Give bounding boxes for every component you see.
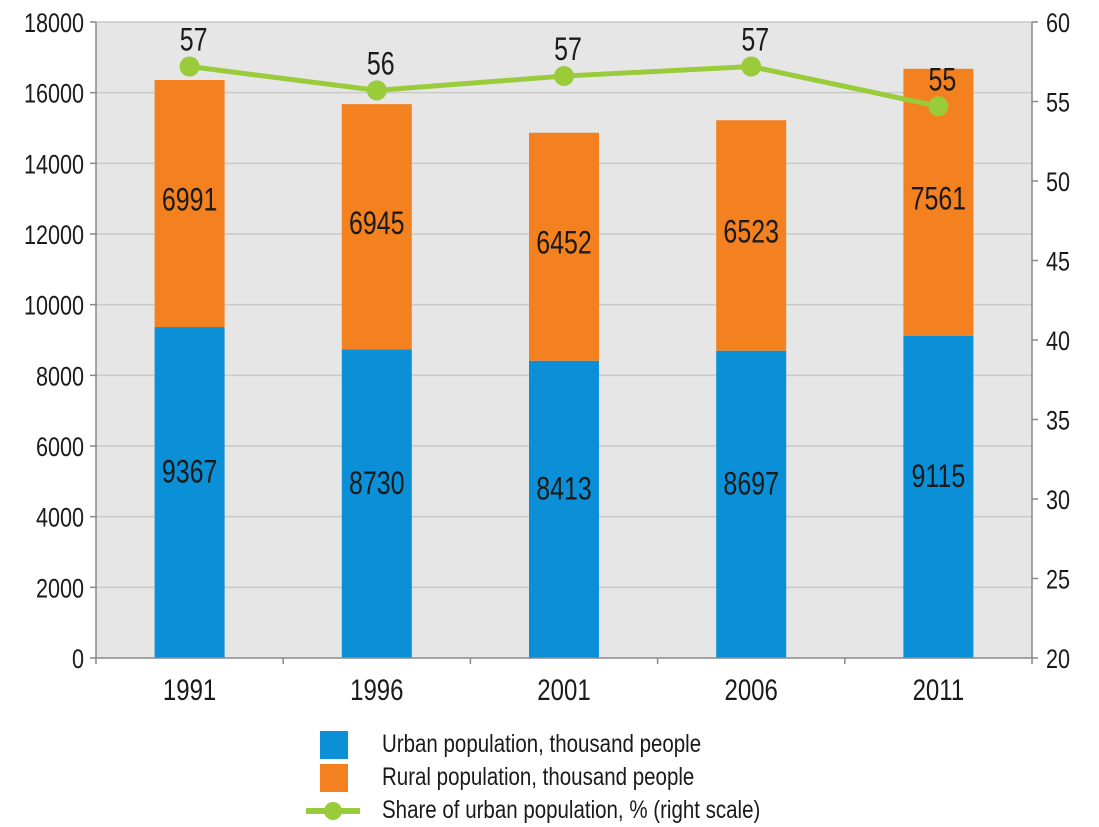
right-tick-label: 55: [1046, 88, 1070, 118]
left-tick-label: 12000: [24, 221, 84, 251]
left-tick-label: 18000: [24, 9, 84, 39]
right-tick-label: 20: [1046, 645, 1070, 675]
share-value-label: 57: [180, 23, 208, 59]
bar-rural: [529, 132, 599, 361]
x-tick-label: 2011: [913, 672, 965, 706]
legend-item-share: Share of urban population, % (right scal…: [300, 794, 860, 827]
left-tick-label: 10000: [24, 291, 84, 321]
urban-value-label: 8697: [723, 466, 779, 502]
share-point: [554, 66, 574, 87]
rural-swatch: [320, 763, 348, 792]
legend-item-urban: Urban population, thousand people: [300, 728, 860, 761]
urban-value-label: 8730: [349, 466, 405, 502]
data-labels: 9367 6991 8730 6945 8413 6452 8697 6523 9115 7561…: [162, 23, 966, 508]
bar-urban: [529, 360, 599, 658]
right-tick-label: 60: [1046, 9, 1070, 39]
bar-rural: [154, 80, 225, 328]
left-tick-label: 0: [72, 645, 84, 675]
urban-swatch: [320, 730, 348, 759]
left-tick-label: 14000: [24, 150, 84, 180]
bar-urban: [903, 335, 974, 658]
urban-value-label: 8413: [536, 471, 592, 507]
rural-value-label: 7561: [911, 181, 967, 217]
share-value-label: 57: [741, 23, 769, 59]
axes: 0 2000 4000 6000 8000 10000 12000 14000 16000 180…: [24, 9, 1070, 707]
right-tick-label: 35: [1046, 406, 1070, 436]
share-point: [366, 80, 387, 101]
rural-value-label: 6945: [349, 206, 405, 242]
left-tick-label: 4000: [36, 503, 84, 533]
chart: 0 2000 4000 6000 8000 10000 12000 14000 16000 180…: [24, 9, 1070, 707]
bar-urban: [716, 350, 787, 658]
share-value-label: 56: [367, 46, 395, 82]
share-point: [179, 56, 200, 77]
bar-urban: [341, 349, 412, 658]
bar-rural: [716, 120, 787, 351]
urban-value-label: 9115: [912, 459, 966, 495]
right-tick-label: 40: [1046, 327, 1070, 357]
urban-value-label: 9367: [162, 455, 218, 491]
right-tick-label: 50: [1046, 168, 1070, 198]
rural-value-label: 6991: [162, 183, 218, 219]
x-tick-label: 1996: [350, 672, 403, 706]
bars: [154, 68, 974, 658]
share-line-swatch: [304, 797, 362, 825]
left-tick-label: 6000: [36, 433, 84, 463]
share-value-label: 57: [554, 32, 582, 68]
rural-value-label: 6523: [723, 215, 779, 251]
legend-label-urban: Urban population, thousand people: [382, 730, 702, 758]
right-tick-label: 30: [1046, 486, 1070, 516]
x-tick-label: 2001: [537, 672, 590, 706]
bar-urban: [154, 327, 225, 658]
share-point: [928, 96, 949, 117]
legend: Urban population, thousand people Rural …: [300, 728, 860, 827]
x-tick-label: 2006: [725, 672, 778, 706]
x-tick-label: 1991: [163, 672, 216, 706]
left-tick-label: 2000: [36, 574, 84, 604]
legend-label-share: Share of urban population, % (right scal…: [382, 796, 761, 824]
legend-label-rural: Rural population, thousand people: [382, 763, 695, 791]
share-line: [179, 56, 949, 117]
left-tick-label: 8000: [36, 362, 84, 392]
rural-value-label: 6452: [536, 226, 592, 262]
right-tick-label: 45: [1046, 247, 1070, 277]
right-tick-label: 25: [1046, 565, 1070, 595]
bar-rural: [341, 104, 412, 350]
share-point: [741, 56, 762, 77]
left-tick-label: 16000: [24, 79, 84, 109]
legend-item-rural: Rural population, thousand people: [300, 761, 860, 794]
share-value-label: 55: [929, 62, 957, 98]
